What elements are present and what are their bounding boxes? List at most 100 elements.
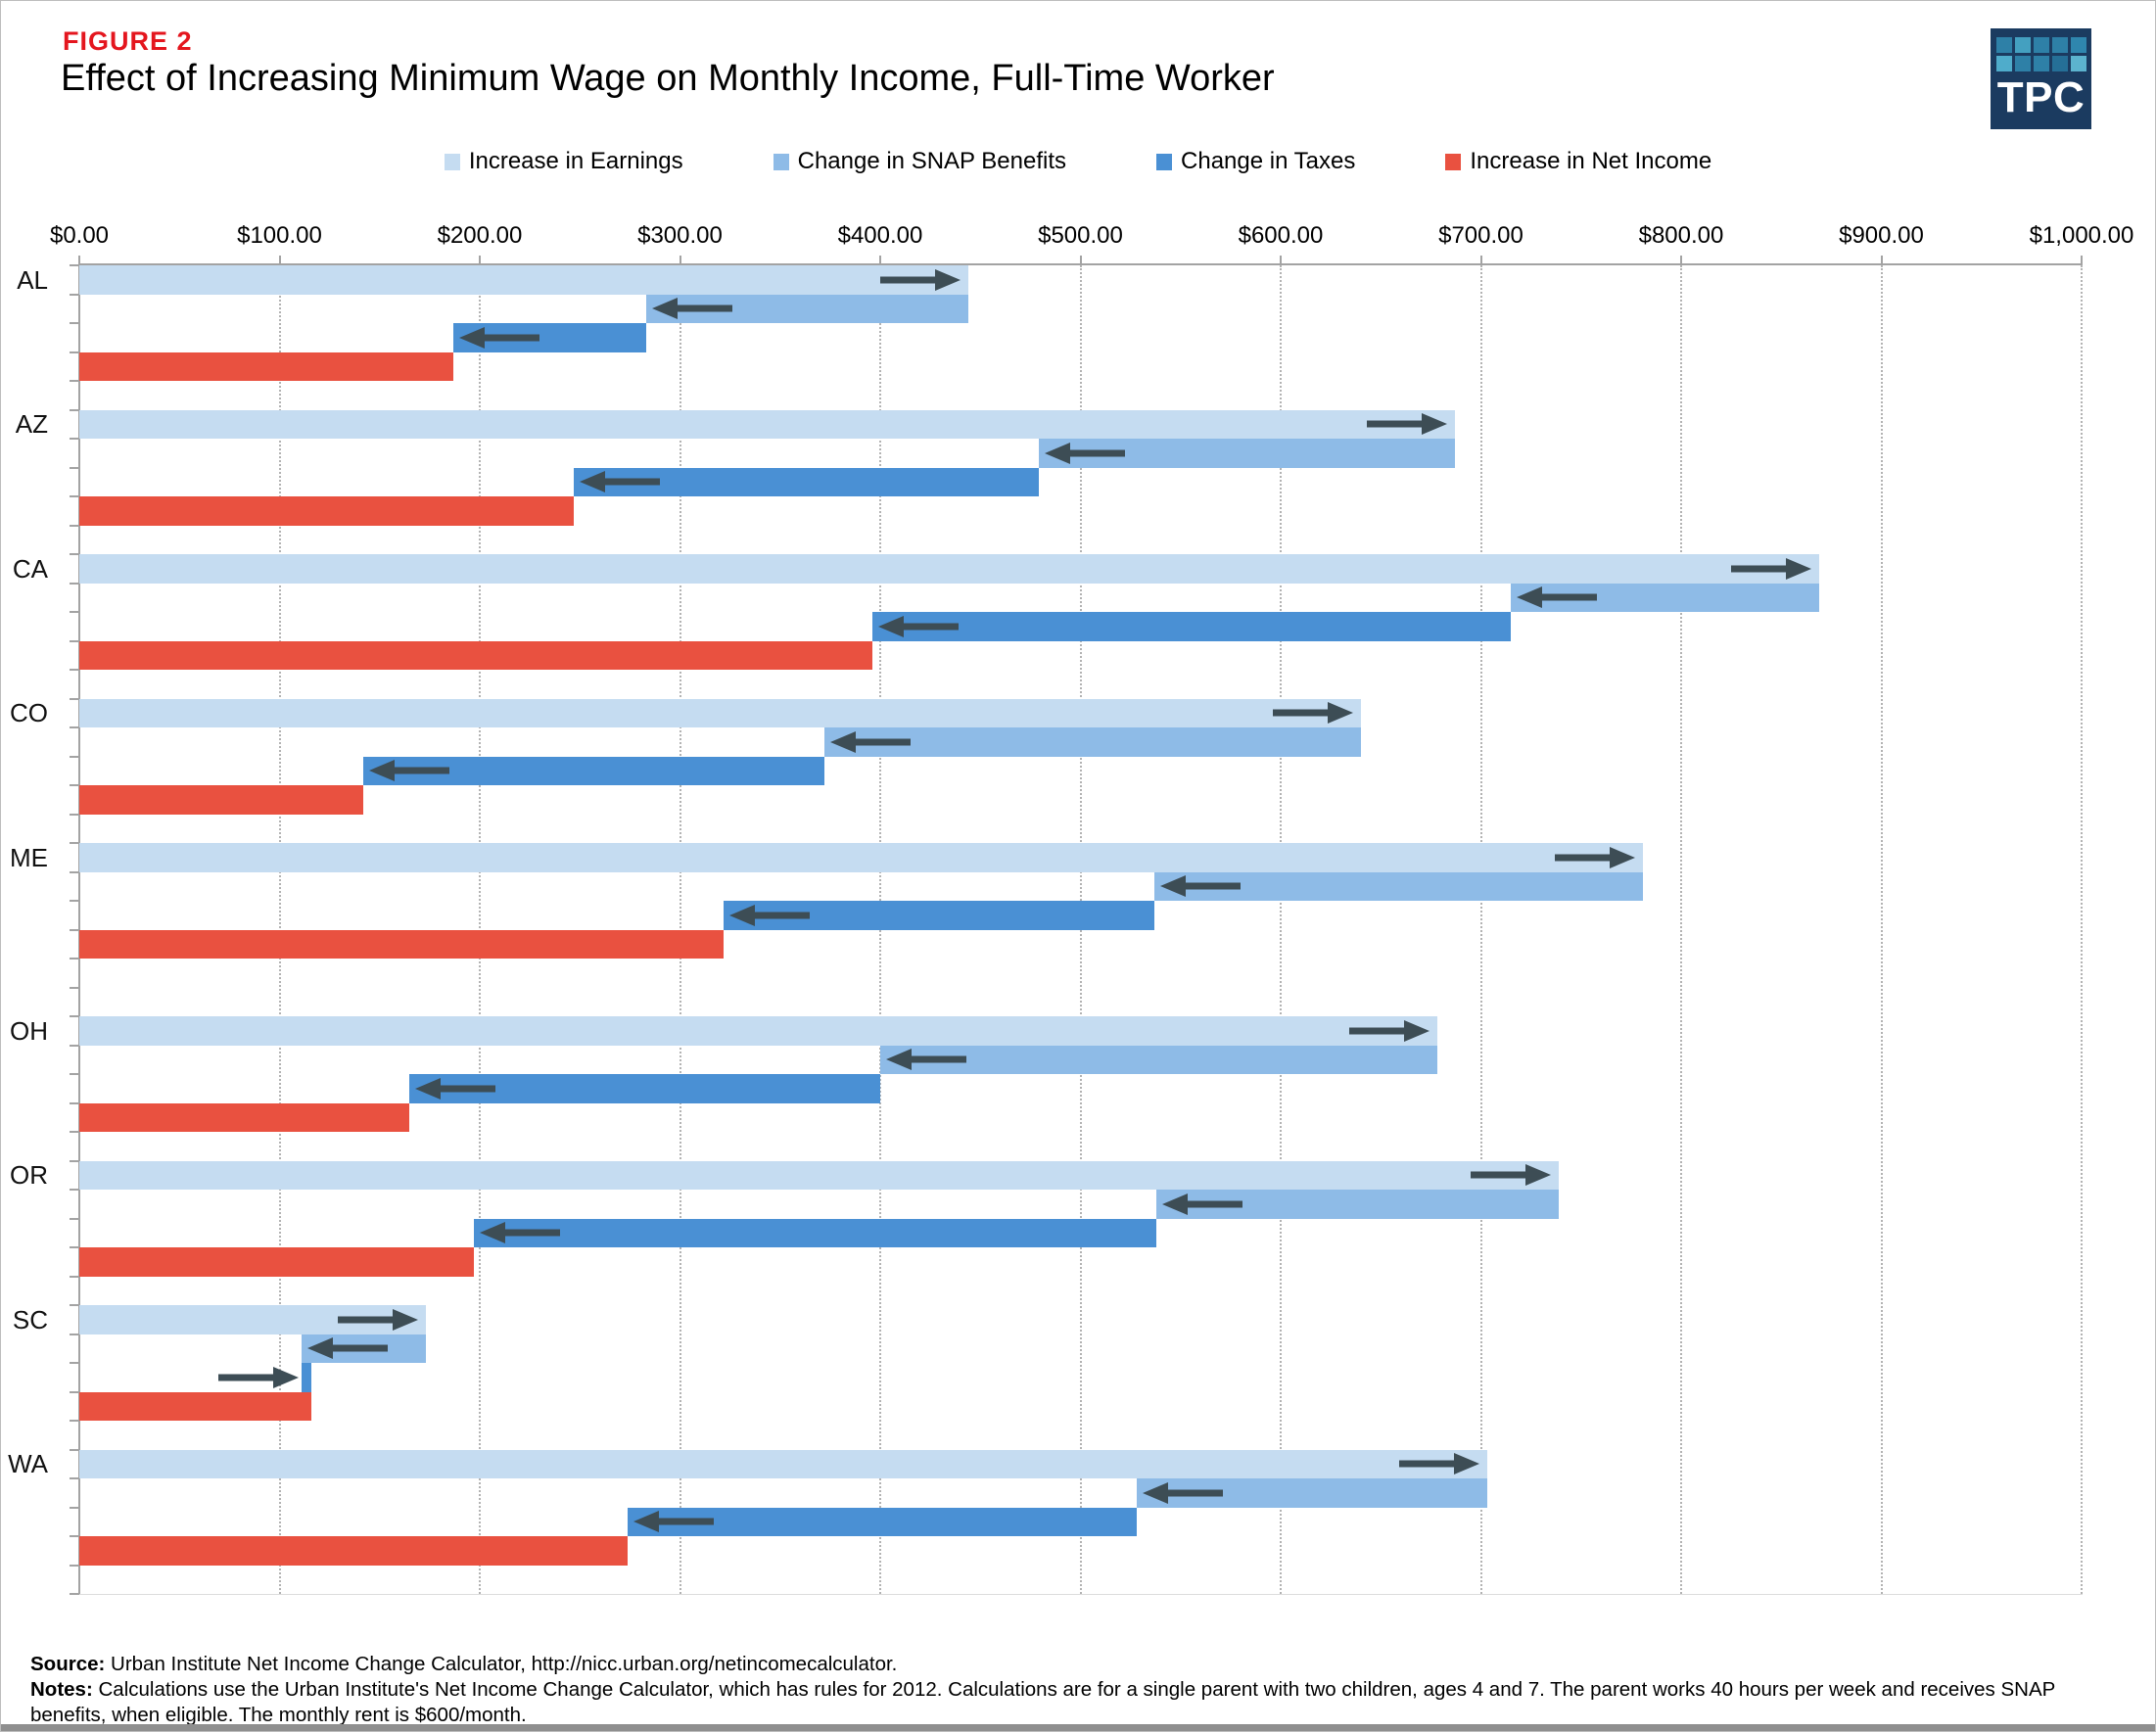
y-axis-tick [70,1535,78,1537]
logo-square [2051,56,2068,71]
change-direction-arrow [580,469,661,499]
footer-notes: Source: Urban Institute Net Income Chang… [30,1652,2128,1728]
change-direction-arrow [633,1509,715,1539]
y-axis-tick [70,1477,78,1479]
arrow-left-icon [829,730,911,753]
y-axis-tick [70,438,78,440]
arrow-left-icon [479,1222,560,1244]
vertical-gridline [1280,265,1282,1594]
vertical-gridline [1880,265,1883,1594]
x-axis-tick [1280,256,1282,263]
arrow-right-icon [217,1366,299,1388]
x-axis-tick [278,256,281,263]
increase-in-earnings-bar [79,698,1361,727]
change-direction-arrow [479,1220,560,1250]
change-direction-arrow [1142,1480,1223,1511]
y-axis-tick [70,958,78,960]
x-axis-tick-label: $700.00 [1438,222,1523,249]
increase-in-earnings-bar [79,1016,1437,1046]
y-axis-tick [70,784,78,786]
y-axis-tick [70,1044,78,1047]
y-axis-tick [70,380,78,382]
increase-in-earnings-bar [79,1160,1560,1190]
increase-in-earnings-bar [79,265,968,295]
change-direction-arrow [886,1047,966,1077]
chart-legend: Increase in Earnings Change in SNAP Benef… [1,148,2155,175]
tpc-logo-grid [1995,37,2086,71]
bottom-border-strip [1,1724,2155,1731]
y-axis-tick [70,1275,78,1278]
legend-label: Increase in Net Income [1470,148,1712,174]
arrow-right-icon [879,268,961,291]
y-axis-tick [70,1189,78,1191]
change-direction-arrow [1272,700,1353,730]
arrow-left-icon [1142,1481,1223,1504]
change-direction-arrow [1160,873,1242,904]
y-axis-tick [70,1217,78,1220]
arrow-left-icon [886,1049,966,1071]
y-axis-tick [70,726,78,728]
arrow-right-icon [337,1308,418,1331]
logo-square [2070,37,2086,53]
logo-square [2033,37,2049,53]
x-axis-tick [1880,256,1883,263]
arrow-left-icon [580,471,661,493]
vertical-gridline [1079,265,1082,1594]
change-in-taxes-bar [301,1363,312,1392]
plot-area: $0.00 $100.00 $200.00 $300.00 $400.00 $500.00… [8,222,2133,1595]
increase-in-net-income-bar [79,929,725,959]
legend-item-snap: Change in SNAP Benefits [773,148,1066,175]
y-axis-tick [70,524,78,527]
notes-line: Notes: Calculations use the Urban Instit… [30,1677,2128,1728]
y-axis-tick [70,697,78,700]
arrow-left-icon [369,760,450,782]
change-in-snap-benefits-bar [880,1045,1437,1074]
arrow-left-icon [633,1511,715,1533]
x-axis-tick [78,256,80,263]
y-axis-tick [70,870,78,873]
x-axis-tick-label: $100.00 [237,222,322,249]
y-axis-state-label: CA [12,553,48,584]
arrow-left-icon [1517,586,1598,609]
y-axis-tick [70,1390,78,1393]
y-axis-line [78,263,80,1595]
plot-bottom-line [79,1594,2083,1595]
x-axis-tick-label: $800.00 [1638,222,1724,249]
source-label: Source: [30,1653,106,1675]
y-axis-tick [70,1420,78,1422]
x-axis-tick-label: $500.00 [1038,222,1123,249]
y-axis-tick [70,611,78,613]
change-direction-arrow [1517,585,1598,615]
arrow-right-icon [1272,702,1353,725]
arrow-right-icon [1471,1164,1552,1187]
logo-square [1995,56,2012,71]
y-axis-tick [70,1159,78,1162]
change-in-taxes-bar [871,612,1512,641]
y-axis-tick [70,900,78,902]
y-axis-state-label: OH [10,1015,48,1046]
y-axis-tick [70,986,78,989]
figure-number-label: FIGURE 2 [63,26,193,56]
legend-item-net: Increase in Net Income [1445,148,1711,175]
x-axis-tick [1479,256,1482,263]
increase-in-net-income-bar [79,351,454,381]
change-direction-arrow [829,729,911,760]
arrow-right-icon [1366,413,1447,436]
x-axis-tick-label: $400.00 [837,222,923,249]
y-axis-tick [70,495,78,497]
change-direction-arrow [1731,556,1812,586]
y-axis-tick [70,293,78,296]
notes-label: Notes: [30,1678,93,1701]
change-direction-arrow [337,1307,418,1337]
y-axis-state-label: WA [8,1449,48,1479]
change-direction-arrow [1366,411,1447,442]
source-line: Source: Urban Institute Net Income Chang… [30,1652,2128,1677]
arrow-right-icon [1398,1453,1479,1475]
increase-in-net-income-bar [79,1102,410,1132]
y-axis-tick [70,1593,78,1595]
arrow-left-icon [459,326,540,349]
change-direction-arrow [1555,845,1636,875]
legend-swatch-icon [444,153,460,170]
y-axis-tick [70,553,78,555]
